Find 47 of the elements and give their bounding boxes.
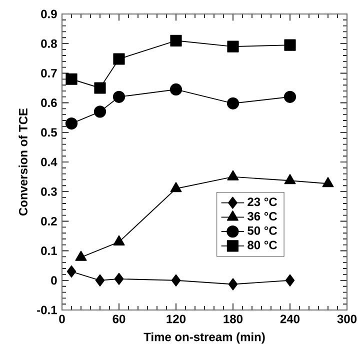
point [114,272,124,285]
x-tick-label: 240 [280,314,300,324]
x-tick-label: 120 [166,314,186,324]
point [94,82,106,94]
legend-label: 50 °C [248,226,278,235]
y-tick-label: -0.1 [37,306,57,314]
legend-label: 23 °C [248,198,278,206]
point [95,274,105,286]
y-tick-label: 0.5 [41,128,57,137]
y-tick-label: 0.1 [41,246,57,256]
point [284,90,296,103]
y-tick-label: 0.8 [41,39,57,48]
point [285,274,295,286]
y-tick-label: 0 [51,276,57,285]
point [284,174,296,184]
point [171,274,181,286]
y-tick-label: 0.4 [41,158,58,166]
y-axis-title: Conversion of TCE [18,108,28,216]
point [170,182,182,192]
x-tick-label: 180 [224,314,243,324]
x-tick-label: 0 [59,314,65,324]
legend-label: 36 °C [247,212,278,220]
point [66,73,78,85]
point [66,265,76,278]
point [227,40,239,52]
point [170,83,182,96]
y-tick-label: 0.7 [41,68,57,78]
point [65,117,78,130]
y-tick-label: 0.2 [41,216,57,226]
point [112,90,126,103]
point [226,97,240,110]
point [227,170,239,180]
x-axis-title: Time on-stream (min) [144,332,265,344]
x-tick-label: 300 [337,314,357,324]
legend-label: 80 °C [248,240,278,250]
x-tick-label: 60 [112,314,126,324]
point [94,106,106,118]
y-tick-label: 0.3 [41,187,57,196]
y-tick-label: 0.9 [41,10,57,18]
point [228,278,238,290]
point [284,39,296,51]
point [322,177,334,188]
point [113,235,125,246]
point [170,34,182,46]
point [113,53,125,65]
point [75,250,87,261]
y-tick-label: 0.6 [41,98,57,108]
